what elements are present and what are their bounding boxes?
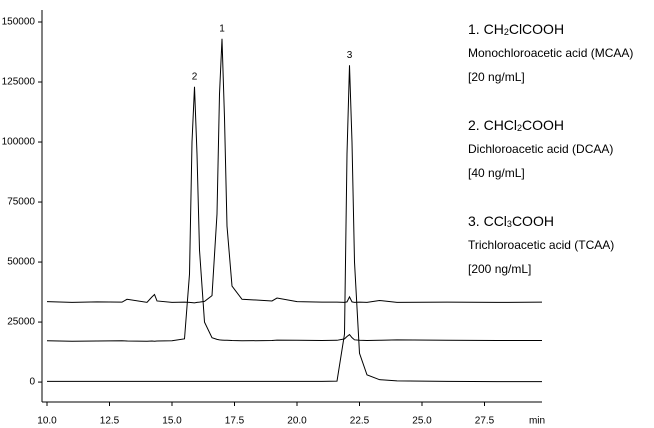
formula-part: CH bbox=[484, 21, 504, 37]
formula-subscript: 2 bbox=[517, 123, 522, 133]
x-tick-label: 17.5 bbox=[225, 416, 245, 427]
compound-name: Trichloroacetic acid (TCAA) bbox=[468, 238, 614, 252]
x-tick-label: 15.0 bbox=[162, 416, 182, 427]
trace bbox=[47, 65, 542, 383]
trace bbox=[46, 38, 543, 304]
y-tick-label: 50000 bbox=[7, 257, 35, 268]
x-tick-label: 20.0 bbox=[287, 416, 307, 427]
formula-subscript: 3 bbox=[507, 219, 512, 229]
formula-subscript: 2 bbox=[504, 27, 509, 37]
x-tick-label: 27.5 bbox=[475, 416, 495, 427]
formula-part: COOH bbox=[512, 213, 554, 229]
peak-label: 2 bbox=[192, 71, 198, 82]
y-tick-label: 25000 bbox=[7, 317, 35, 328]
y-tick-label: 100000 bbox=[2, 137, 36, 148]
compound-concentration: [20 ng/mL] bbox=[468, 70, 525, 84]
compound-name: Monochloroacetic acid (MCAA) bbox=[468, 46, 633, 60]
compound-formula: 1. CH2ClCOOH bbox=[468, 21, 564, 38]
compound-name: Dichloroacetic acid (DCAA) bbox=[468, 142, 613, 156]
y-tick-label: 75000 bbox=[7, 197, 35, 208]
peak-label: 1 bbox=[219, 23, 225, 34]
compound-formula: 2. CHCl2COOH bbox=[468, 117, 564, 134]
y-tick-label: 0 bbox=[29, 377, 35, 388]
y-tick-label: 125000 bbox=[2, 77, 36, 88]
compound-formula: 3. CCl3COOH bbox=[468, 213, 554, 230]
compound-number: 3. bbox=[468, 213, 480, 229]
compound-number: 1. bbox=[468, 21, 480, 37]
formula-part: CHCl bbox=[484, 117, 517, 133]
x-tick-label: 22.5 bbox=[350, 416, 370, 427]
compound-number: 2. bbox=[468, 117, 480, 133]
formula-part: COOH bbox=[522, 117, 564, 133]
trace bbox=[46, 86, 542, 342]
formula-part: CCl bbox=[484, 213, 507, 229]
compound-concentration: [40 ng/mL] bbox=[468, 166, 525, 180]
formula-part: ClCOOH bbox=[509, 21, 564, 37]
x-tick-label: 25.0 bbox=[412, 416, 432, 427]
x-tick-label: 12.5 bbox=[100, 416, 120, 427]
x-tick-label: 10.0 bbox=[37, 416, 57, 427]
peak-label: 3 bbox=[347, 50, 353, 61]
x-axis-label: min bbox=[529, 416, 545, 427]
y-tick-label: 150000 bbox=[2, 17, 36, 28]
compound-concentration: [200 ng/mL] bbox=[468, 262, 531, 276]
